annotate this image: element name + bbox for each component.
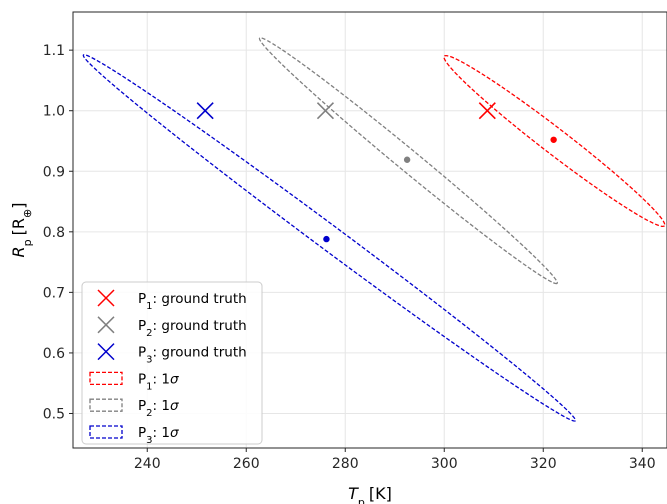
x-tick-label: 300 [431, 456, 458, 472]
x-tick-label: 340 [629, 456, 656, 472]
legend-label: P1: ground truth [138, 291, 247, 312]
y-tick-label: 1.1 [43, 43, 65, 59]
legend-box [81, 281, 263, 445]
legend-entry: P2: ground truth [97, 316, 247, 339]
ellipse-1sigma-p3 [82, 54, 577, 422]
legend-dashed-box-icon [89, 398, 123, 412]
x-ticks: 240 260 280 300 320 340 [134, 448, 656, 472]
estimate-point-p1 [550, 136, 557, 143]
legend-dashed-box-icon [89, 371, 123, 386]
y-axis-label: Rp[R⊕] [9, 203, 34, 258]
legend-cross-icon [97, 316, 115, 334]
x-tick-label: 260 [233, 456, 260, 472]
legend-label: P3: 1σ [138, 425, 179, 446]
x-axis-label: Tp [K] [348, 484, 392, 504]
legend-entry: P1: 1σ [89, 371, 179, 392]
y-tick-label: 0.9 [43, 164, 65, 180]
legend-entry: P3: ground truth [97, 343, 247, 366]
y-tick-label: 1.0 [43, 104, 65, 120]
ground-truth-marker-p3 [196, 102, 214, 120]
x-tick-label: 240 [134, 456, 161, 472]
points [196, 102, 557, 243]
y-tick-label: 0.8 [43, 225, 65, 241]
grid [73, 12, 667, 448]
legend-label: P3: ground truth [138, 345, 247, 366]
legend-entry: P3: 1σ [89, 425, 179, 446]
legend-dashed-box-icon [89, 425, 123, 439]
legend-cross-icon [97, 343, 115, 361]
estimate-point-p3 [323, 235, 330, 243]
legend-label: P2: ground truth [138, 318, 247, 339]
legend: P1: ground truth P2: ground truth P3: grou… [81, 281, 263, 446]
x-tick-label: 280 [332, 456, 359, 472]
y-ticks: 0.5 0.6 0.7 0.8 0.9 1.0 1.1 [43, 43, 73, 422]
ground-truth-marker-p1 [478, 102, 496, 120]
y-tick-label: 0.5 [43, 406, 65, 422]
legend-cross-icon [97, 289, 115, 307]
ground-truth-marker-p2 [316, 102, 335, 120]
estimate-point-p2 [403, 156, 411, 163]
ellipse-1sigma-p2 [258, 37, 558, 285]
plot-frame [72, 11, 667, 449]
x-tick-label: 320 [530, 456, 557, 472]
y-tick-label: 0.6 [43, 346, 65, 362]
legend-label: P1: 1σ [138, 371, 179, 392]
legend-label: P2: 1σ [138, 398, 179, 419]
legend-entry: P1: ground truth [97, 289, 247, 312]
legend-entry: P2: 1σ [89, 398, 179, 419]
y-tick-label: 0.7 [43, 285, 65, 301]
